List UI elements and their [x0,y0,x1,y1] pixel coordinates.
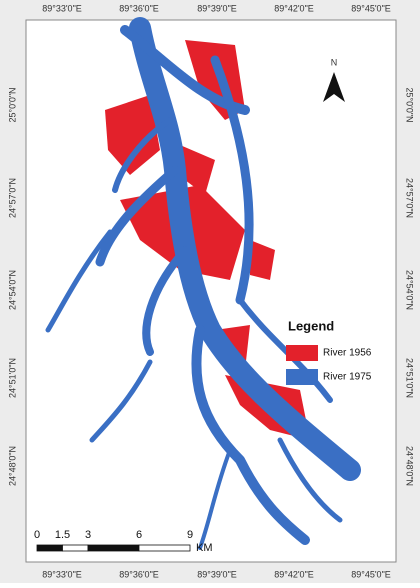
legend-label: River 1956 [323,348,372,359]
bottom-coordinate-label: 89°45'0"E [351,569,391,579]
scale-segment [88,545,139,551]
right-coordinate-label: 24°48'0"N [405,446,415,486]
right-coordinate-label: 24°54'0"N [405,270,415,310]
left-coordinate-label: 24°48'0"N [7,446,17,486]
left-coordinate-label: 24°51'0"N [7,358,17,398]
right-coordinate-label: 25°0'0"N [405,87,415,122]
bottom-coordinate-label: 89°39'0"E [197,569,237,579]
bottom-coordinate-label: 89°33'0"E [42,569,82,579]
north-label: N [331,57,338,67]
scale-unit: KM [196,542,213,554]
legend-title: Legend [288,318,334,333]
legend-label: River 1975 [323,372,372,383]
left-coordinate-label: 25°0'0"N [7,87,17,122]
left-coordinate-label: 24°57'0"N [7,178,17,218]
scale-segment [37,545,63,551]
page: {"map": { "top_labels": ["89°33'0\"E", "… [0,0,420,583]
scale-tick-label: 0 [34,529,40,541]
scale-segment [139,545,190,551]
bottom-coordinate-label: 89°42'0"E [274,569,314,579]
top-coordinate-label: 89°42'0"E [274,3,314,13]
scale-tick-label: 3 [85,529,91,541]
right-coordinate-label: 24°51'0"N [405,358,415,398]
scale-tick-label: 9 [187,529,193,541]
top-coordinate-label: 89°36'0"E [119,3,159,13]
scale-tick-label: 6 [136,529,142,541]
scale-tick-label: 1.5 [55,529,70,541]
bottom-coordinate-label: 89°36'0"E [119,569,159,579]
right-coordinate-label: 24°57'0"N [405,178,415,218]
legend-swatch [286,369,318,385]
top-coordinate-label: 89°45'0"E [351,3,391,13]
legend-swatch [286,345,318,361]
scale-segment [63,545,89,551]
map: N Legend River 1956River 1975 01.5369KM … [0,0,420,583]
left-coordinate-label: 24°54'0"N [7,270,17,310]
top-coordinate-label: 89°39'0"E [197,3,237,13]
top-coordinate-label: 89°33'0"E [42,3,82,13]
